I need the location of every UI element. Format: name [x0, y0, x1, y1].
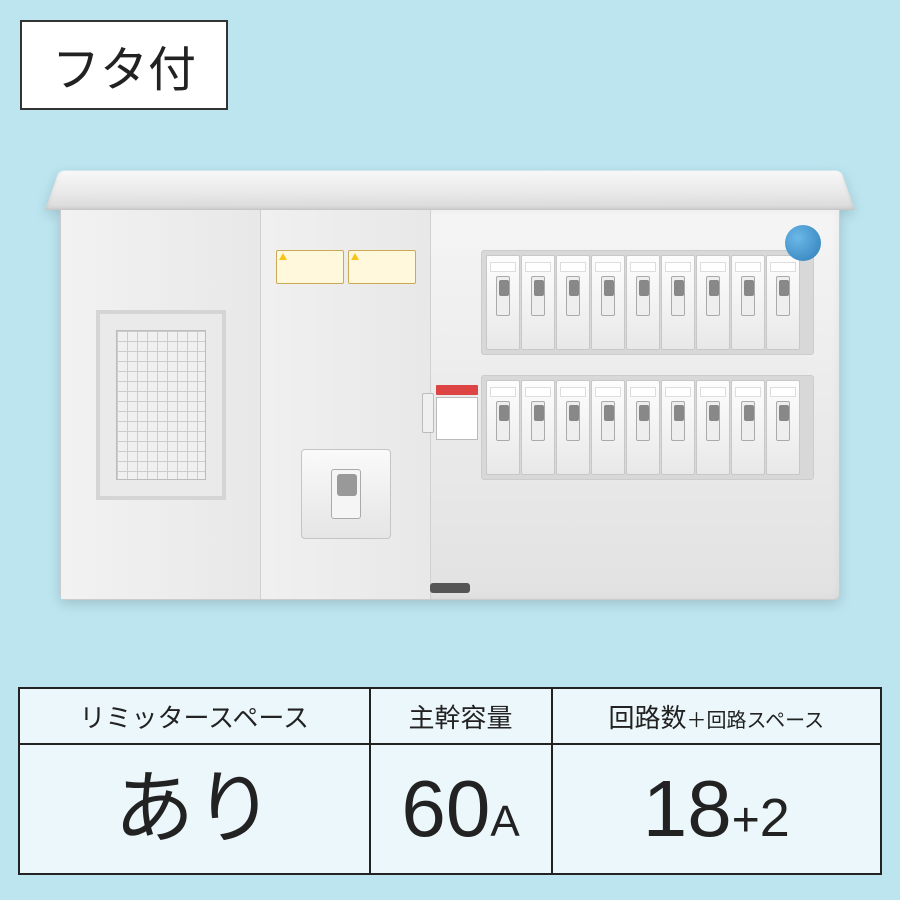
breaker-switch	[741, 401, 755, 441]
breaker-switch	[531, 401, 545, 441]
branch-breaker	[731, 255, 765, 350]
branch-breaker	[626, 255, 660, 350]
branch-breaker-section	[431, 210, 839, 599]
breaker-label	[560, 387, 585, 397]
breaker-label	[595, 387, 620, 397]
spec-header-limiter: リミッタースペース	[19, 688, 370, 744]
breaker-label	[665, 262, 690, 272]
main-breaker-section	[261, 210, 431, 599]
breaker-row	[481, 250, 814, 355]
breaker-label	[770, 262, 795, 272]
breaker-label	[735, 387, 760, 397]
breaker-label	[700, 387, 725, 397]
breaker-label	[735, 262, 760, 272]
branch-breaker	[766, 380, 800, 475]
board-lid	[45, 170, 855, 210]
title-tag: フタ付	[20, 20, 228, 110]
breaker-switch	[776, 401, 790, 441]
breaker-label	[700, 262, 725, 272]
breaker-switch	[636, 276, 650, 316]
breaker-rows	[481, 250, 814, 480]
red-label	[436, 385, 478, 395]
breaker-switch	[601, 401, 615, 441]
spec-value-capacity: 60A	[370, 744, 552, 874]
breaker-label	[525, 387, 550, 397]
branch-breaker	[556, 255, 590, 350]
breaker-switch	[776, 276, 790, 316]
test-switch	[422, 393, 434, 433]
certification-badge-icon	[785, 225, 821, 261]
branch-breaker	[521, 380, 555, 475]
spec-header-capacity: 主幹容量	[370, 688, 552, 744]
limiter-space	[61, 210, 261, 599]
breaker-switch	[741, 276, 755, 316]
spec-value-circuits-main: 18	[643, 764, 732, 853]
instruction-label	[436, 397, 478, 440]
breaker-label	[560, 262, 585, 272]
main-breaker	[301, 449, 391, 539]
main-breaker-switch	[331, 469, 361, 519]
spec-header-row: リミッタースペース 主幹容量 回路数＋回路スペース	[19, 688, 881, 744]
breaker-switch	[671, 276, 685, 316]
branch-breaker	[626, 380, 660, 475]
breaker-switch	[601, 276, 615, 316]
warning-label-2	[348, 250, 416, 284]
branch-breaker	[696, 255, 730, 350]
branch-breaker	[591, 380, 625, 475]
breaker-label	[595, 262, 620, 272]
spec-value-circuits: 18+2	[552, 744, 881, 874]
breaker-switch	[496, 401, 510, 441]
spec-header-circuits-sub: 回路スペース	[707, 710, 825, 732]
breaker-label	[630, 262, 655, 272]
board-body	[60, 210, 840, 600]
spec-value-capacity-num: 60	[401, 764, 490, 853]
breaker-label	[525, 262, 550, 272]
breaker-switch	[671, 401, 685, 441]
branch-breaker	[661, 255, 695, 350]
warning-labels	[276, 250, 416, 284]
spec-value-circuits-extra: 2	[760, 788, 790, 848]
spec-header-circuits: 回路数＋回路スペース	[552, 688, 881, 744]
spec-table: リミッタースペース 主幹容量 回路数＋回路スペース あり 60A 18+2	[18, 687, 882, 875]
spec-header-circuits-plus: ＋	[687, 710, 707, 732]
distribution-board	[60, 160, 840, 600]
branch-breaker	[696, 380, 730, 475]
spec-value-row: あり 60A 18+2	[19, 744, 881, 874]
breaker-label	[770, 387, 795, 397]
center-label	[436, 385, 478, 440]
breaker-row-inner	[481, 250, 814, 355]
breaker-switch	[706, 276, 720, 316]
breaker-label	[630, 387, 655, 397]
breaker-switch	[636, 401, 650, 441]
branch-breaker	[766, 255, 800, 350]
branch-breaker	[731, 380, 765, 475]
breaker-label	[665, 387, 690, 397]
breaker-switch	[566, 401, 580, 441]
branch-breaker	[521, 255, 555, 350]
breaker-switch	[496, 276, 510, 316]
spec-value-capacity-unit: A	[490, 797, 519, 846]
branch-breaker	[556, 380, 590, 475]
main-breaker-toggle	[337, 474, 357, 496]
board-latch	[430, 583, 470, 593]
limiter-frame	[96, 310, 226, 500]
breaker-label	[490, 387, 515, 397]
spec-value-circuits-plus: +	[732, 794, 760, 847]
branch-breaker	[591, 255, 625, 350]
breaker-row-inner	[481, 375, 814, 480]
breaker-switch	[531, 276, 545, 316]
spec-value-limiter: あり	[19, 744, 370, 874]
branch-breaker	[486, 255, 520, 350]
branch-breaker	[486, 380, 520, 475]
limiter-grid	[116, 330, 206, 480]
breaker-label	[490, 262, 515, 272]
breaker-switch	[706, 401, 720, 441]
breaker-switch	[566, 276, 580, 316]
breaker-row	[481, 375, 814, 480]
warning-label-1	[276, 250, 344, 284]
spec-header-circuits-main: 回路数	[609, 703, 687, 733]
branch-breaker	[661, 380, 695, 475]
